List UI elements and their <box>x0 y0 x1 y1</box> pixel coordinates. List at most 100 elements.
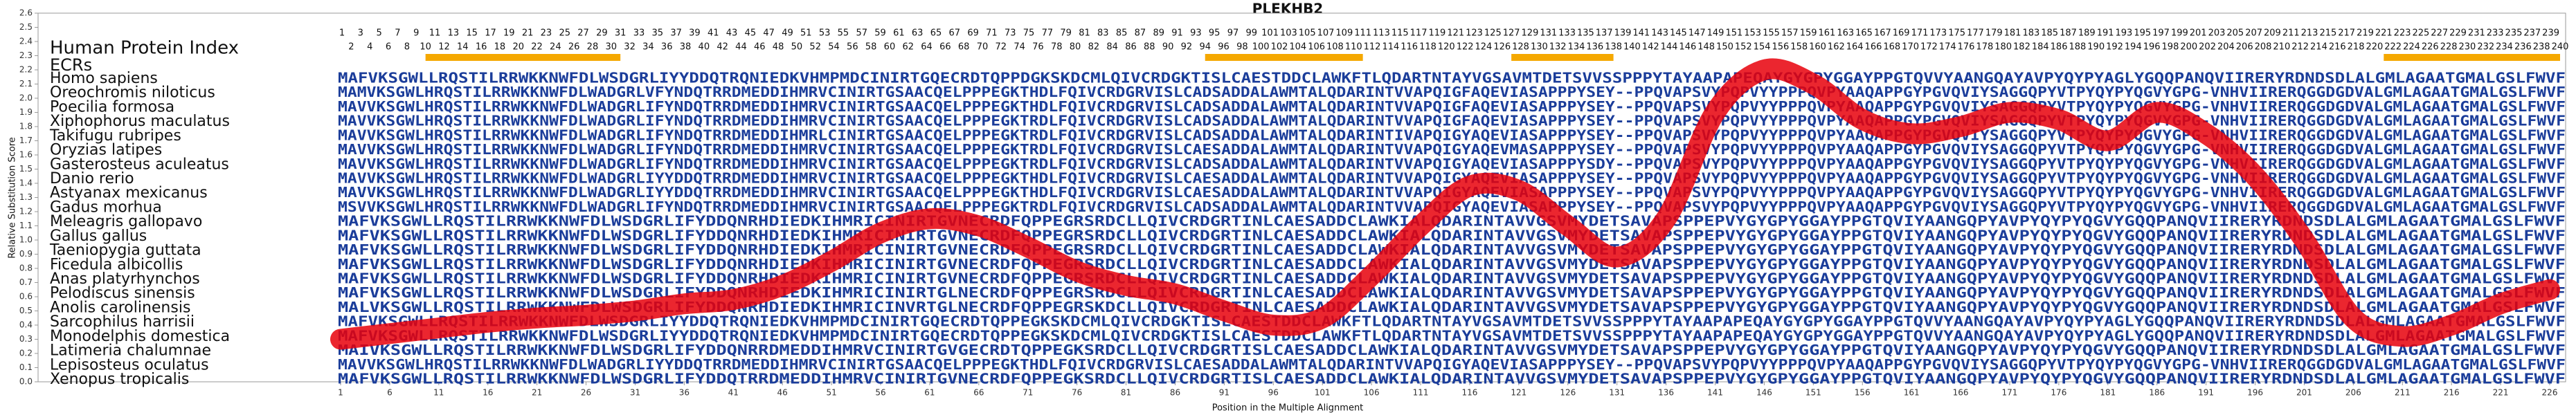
index-number: 114 <box>1382 42 1399 53</box>
x-tick-label: 136 <box>1658 388 1674 398</box>
x-tick-label: 26 <box>581 388 591 398</box>
sequence: MAFVKSGWLLRQSTILRRWKKNWFDLWSDGRLIFYDDQNR… <box>338 256 2566 273</box>
species-name: Gadus morhua <box>50 199 162 216</box>
index-number: 161 <box>1819 28 1836 39</box>
index-number: 47 <box>763 28 775 39</box>
index-number: 212 <box>2291 42 2309 53</box>
y-tick-label: 1.4 <box>19 178 33 188</box>
species-name: Gallus gallus <box>50 228 147 245</box>
index-number: 117 <box>1410 28 1427 39</box>
index-number: 185 <box>2041 28 2058 39</box>
y-tick-label: 1.5 <box>19 164 33 174</box>
index-number: 68 <box>958 42 970 53</box>
y-tick-label: 1.3 <box>19 192 33 202</box>
y-tick-label: 2.3 <box>19 50 33 60</box>
index-number: 239 <box>2542 28 2559 39</box>
species-name: Anolis carolinensis <box>50 299 190 316</box>
index-number: 186 <box>2051 42 2068 53</box>
index-number: 62 <box>902 42 914 53</box>
species-name: Ficedula albicollis <box>50 256 183 273</box>
index-number: 152 <box>1735 42 1752 53</box>
x-tick-label: 81 <box>1121 388 1131 398</box>
index-number: 213 <box>2301 28 2318 39</box>
index-number: 153 <box>1744 28 1761 39</box>
index-number: 181 <box>2004 28 2021 39</box>
x-tick-label: 126 <box>1560 388 1576 398</box>
x-tick-label: 11 <box>433 388 444 398</box>
sequence: MAVVKSGWLHRQSTILRRWKKNWFDLWADGRLIYYDDQTR… <box>338 356 2566 373</box>
index-number: 163 <box>1837 28 1854 39</box>
x-tick-label: 181 <box>2100 388 2116 398</box>
x-tick-label: 1 <box>338 388 343 398</box>
index-number: 120 <box>1438 42 1455 53</box>
index-number: 159 <box>1800 28 1817 39</box>
index-number: 65 <box>930 28 942 39</box>
index-number: 99 <box>1246 28 1258 39</box>
y-tick-label: 0.9 <box>19 249 33 259</box>
index-number: 11 <box>429 28 441 39</box>
index-number: 174 <box>1939 42 1956 53</box>
x-tick-label: 86 <box>1170 388 1180 398</box>
index-number: 139 <box>1614 28 1632 39</box>
index-number: 33 <box>633 28 645 39</box>
index-number: 78 <box>1051 42 1063 53</box>
index-number: 237 <box>2523 28 2541 39</box>
species-name: Oryzias latipes <box>50 142 162 159</box>
index-number: 223 <box>2394 28 2411 39</box>
index-number: 173 <box>1929 28 1947 39</box>
sequence: MAFVKSGWLLRQSTILRRWKKNWFDLWSDGRLIFYDDQTR… <box>338 371 2566 387</box>
index-number: 34 <box>642 42 654 53</box>
index-number: 73 <box>1005 28 1016 39</box>
index-number: 184 <box>2032 42 2049 53</box>
species-name: Xiphophorus maculatus <box>50 113 230 130</box>
x-tick-label: 71 <box>1023 388 1033 398</box>
index-number: 168 <box>1883 42 1900 53</box>
x-tick-label: 96 <box>1268 388 1279 398</box>
index-number: 45 <box>745 28 757 39</box>
sequence: MAFVKSGWLLRQSTILRRWKKNWFDLWSDGRLIFYDDQNR… <box>338 213 2566 230</box>
index-number: 148 <box>1697 42 1715 53</box>
index-number: 183 <box>2022 28 2039 39</box>
index-number: 23 <box>541 28 552 39</box>
index-number: 28 <box>587 42 599 53</box>
index-number: 137 <box>1596 28 1613 39</box>
index-number: 60 <box>884 42 896 53</box>
index-number: 187 <box>2060 28 2077 39</box>
sequence: MAMVKSGWLHRQSTILRRWKKNWFDLWADGRLVFYNDQTR… <box>338 84 2566 100</box>
x-tick-label: 41 <box>728 388 739 398</box>
index-number: 72 <box>996 42 1007 53</box>
index-number: 104 <box>1289 42 1306 53</box>
species-name: Poecilia formosa <box>50 98 174 116</box>
sequence: MAVVKSGWLHRQSTILRRWKKNWFDLWADGRLIYYDDQTR… <box>338 170 2566 187</box>
x-tick-label: 101 <box>1315 388 1331 398</box>
x-tick-label: 91 <box>1219 388 1230 398</box>
index-number: 53 <box>819 28 831 39</box>
index-number: 106 <box>1308 42 1325 53</box>
sequence: MAFVKSGWLLRQSTILRRWKKNWFDLWSDGRLIFYDDQNR… <box>338 227 2566 243</box>
index-number: 105 <box>1299 28 1316 39</box>
index-number: 75 <box>1023 28 1035 39</box>
index-number: 43 <box>726 28 738 39</box>
index-number: 64 <box>921 42 933 53</box>
y-tick-label: 0.2 <box>19 349 33 358</box>
index-number: 22 <box>531 42 543 53</box>
x-tick-label: 111 <box>1413 388 1429 398</box>
index-number: 129 <box>1522 28 1539 39</box>
index-number: 128 <box>1512 42 1529 53</box>
x-tick-label: 66 <box>973 388 984 398</box>
index-number: 143 <box>1651 28 1668 39</box>
y-tick-label: 1.8 <box>19 122 33 131</box>
y-tick-label: 0.0 <box>19 377 33 387</box>
index-number: 156 <box>1772 42 1789 53</box>
index-number: 100 <box>1252 42 1270 53</box>
index-number: 97 <box>1227 28 1239 39</box>
index-number: 203 <box>2208 28 2226 39</box>
index-number: 146 <box>1679 42 1696 53</box>
index-number: 116 <box>1400 42 1418 53</box>
index-number: 211 <box>2282 28 2300 39</box>
index-number: 101 <box>1261 28 1279 39</box>
index-number: 10 <box>420 42 431 53</box>
x-tick-label: 121 <box>1511 388 1526 398</box>
index-number: 208 <box>2255 42 2272 53</box>
